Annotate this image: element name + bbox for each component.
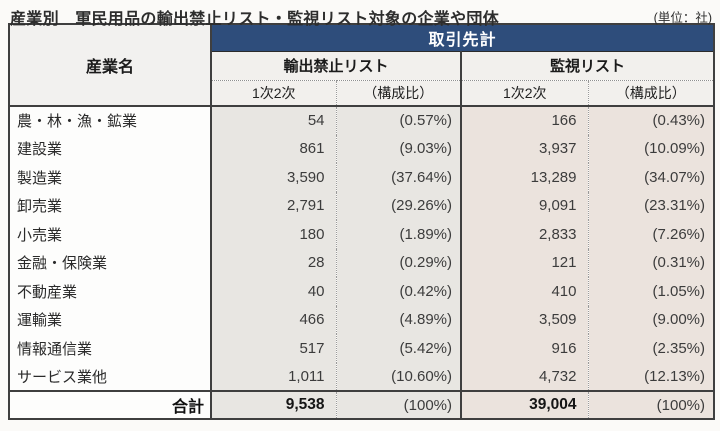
header-watch-count: 1次2次 xyxy=(461,80,589,107)
header-export-ban-list: 輸出禁止リスト xyxy=(211,51,462,81)
export-ratio: (10.60%) xyxy=(336,362,462,391)
industry-name: 不動産業 xyxy=(9,277,212,306)
watch-count: 166 xyxy=(461,106,589,135)
watch-count: 9,091 xyxy=(461,191,589,220)
watch-count: 916 xyxy=(461,334,589,363)
total-label: 合計 xyxy=(9,390,212,419)
watch-ratio: (9.00%) xyxy=(588,305,715,334)
table-row: 卸売業 2,791 (29.26%) 9,091 (23.31%) xyxy=(9,191,715,220)
page-title: 産業別 軍民用品の輸出禁止リスト・監視リスト対象の企業や団体 xyxy=(10,11,500,28)
header-export-ratio: （構成比） xyxy=(336,80,462,107)
watch-ratio: (23.31%) xyxy=(588,191,715,220)
export-count: 180 xyxy=(211,220,337,249)
watch-ratio: (2.35%) xyxy=(588,334,715,363)
header-client-total: 取引先計 xyxy=(211,24,715,52)
watch-ratio: (0.43%) xyxy=(588,106,715,135)
export-ratio: (0.42%) xyxy=(336,277,462,306)
export-ratio: (4.89%) xyxy=(336,305,462,334)
export-count: 28 xyxy=(211,248,337,277)
industry-name: 小売業 xyxy=(9,220,212,249)
export-ratio: (29.26%) xyxy=(336,191,462,220)
table-row: 運輸業 466 (4.89%) 3,509 (9.00%) xyxy=(9,305,715,334)
header-row-top: 産業名 取引先計 xyxy=(9,24,715,107)
total-watch-count: 39,004 xyxy=(461,390,589,419)
export-count: 861 xyxy=(211,134,337,163)
industry-name: 卸売業 xyxy=(9,191,212,220)
table-row: 農・林・漁・鉱業 54 (0.57%) 166 (0.43%) xyxy=(9,106,715,135)
total-row: 合計 9,538 (100%) 39,004 (100%) xyxy=(9,390,715,419)
export-count: 40 xyxy=(211,277,337,306)
table-row: 金融・保険業 28 (0.29%) 121 (0.31%) xyxy=(9,248,715,277)
industry-name: 運輸業 xyxy=(9,305,212,334)
table-row: 建設業 861 (9.03%) 3,937 (10.09%) xyxy=(9,134,715,163)
title-bar: 産業別 軍民用品の輸出禁止リスト・監視リスト対象の企業や団体 (単位：社) xyxy=(0,0,720,28)
industry-name: サービス業他 xyxy=(9,362,212,391)
table-row: 不動産業 40 (0.42%) 410 (1.05%) xyxy=(9,277,715,306)
header-row-sub: 1次2次 （構成比） 1次2次 （構成比） xyxy=(9,80,715,107)
header-row-groups: 輸出禁止リスト 監視リスト xyxy=(9,51,715,81)
watch-count: 13,289 xyxy=(461,163,589,192)
export-count: 3,590 xyxy=(211,163,337,192)
table-row: サービス業他 1,011 (10.60%) 4,732 (12.13%) xyxy=(9,362,715,391)
table-row: 小売業 180 (1.89%) 2,833 (7.26%) xyxy=(9,220,715,249)
export-ratio: (5.42%) xyxy=(336,334,462,363)
watch-count: 4,732 xyxy=(461,362,589,391)
header-export-count: 1次2次 xyxy=(211,80,337,107)
watch-ratio: (1.05%) xyxy=(588,277,715,306)
watch-ratio: (10.09%) xyxy=(588,134,715,163)
watch-ratio: (12.13%) xyxy=(588,362,715,391)
export-ratio: (9.03%) xyxy=(336,134,462,163)
watch-count: 410 xyxy=(461,277,589,306)
watch-count: 3,509 xyxy=(461,305,589,334)
total-export-ratio: (100%) xyxy=(336,390,462,419)
watch-ratio: (0.31%) xyxy=(588,248,715,277)
total-export-count: 9,538 xyxy=(211,390,337,419)
export-count: 54 xyxy=(211,106,337,135)
industry-name: 農・林・漁・鉱業 xyxy=(9,106,212,135)
header-industry-name: 産業名 xyxy=(9,24,212,107)
header-watch-list: 監視リスト xyxy=(461,51,715,81)
export-count: 1,011 xyxy=(211,362,337,391)
industry-name: 製造業 xyxy=(9,163,212,192)
export-ratio: (1.89%) xyxy=(336,220,462,249)
export-count: 2,791 xyxy=(211,191,337,220)
unit-label: (単位：社) xyxy=(653,11,712,25)
industry-name: 建設業 xyxy=(9,134,212,163)
total-watch-ratio: (100%) xyxy=(588,390,715,419)
table-row: 情報通信業 517 (5.42%) 916 (2.35%) xyxy=(9,334,715,363)
export-ratio: (0.57%) xyxy=(336,106,462,135)
export-count: 517 xyxy=(211,334,337,363)
export-count: 466 xyxy=(211,305,337,334)
industry-name: 情報通信業 xyxy=(9,334,212,363)
export-ratio: (0.29%) xyxy=(336,248,462,277)
header-watch-ratio: （構成比） xyxy=(588,80,715,107)
watch-count: 2,833 xyxy=(461,220,589,249)
industry-list-table: 産業名 取引先計 輸出禁止リスト 監視リスト 1次2次 （構成比） 1次2次 （… xyxy=(8,23,716,420)
watch-ratio: (34.07%) xyxy=(588,163,715,192)
export-ratio: (37.64%) xyxy=(336,163,462,192)
watch-count: 121 xyxy=(461,248,589,277)
watch-ratio: (7.26%) xyxy=(588,220,715,249)
industry-name: 金融・保険業 xyxy=(9,248,212,277)
watch-count: 3,937 xyxy=(461,134,589,163)
table-row: 製造業 3,590 (37.64%) 13,289 (34.07%) xyxy=(9,163,715,192)
